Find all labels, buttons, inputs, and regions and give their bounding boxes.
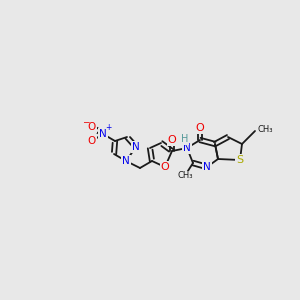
Text: CH₃: CH₃ xyxy=(258,125,274,134)
Text: −: − xyxy=(82,118,90,127)
Text: CH₃: CH₃ xyxy=(177,172,193,181)
Text: N: N xyxy=(132,142,140,152)
Text: N: N xyxy=(122,156,130,166)
Text: O: O xyxy=(88,136,96,146)
Text: O: O xyxy=(168,135,176,145)
Text: N: N xyxy=(183,143,191,153)
Text: +: + xyxy=(105,124,111,133)
Text: O: O xyxy=(160,162,169,172)
Text: O: O xyxy=(88,122,96,132)
Text: S: S xyxy=(236,155,244,165)
Text: N: N xyxy=(203,162,211,172)
Text: H: H xyxy=(181,134,189,144)
Text: O: O xyxy=(196,123,204,133)
Text: N: N xyxy=(99,129,107,139)
